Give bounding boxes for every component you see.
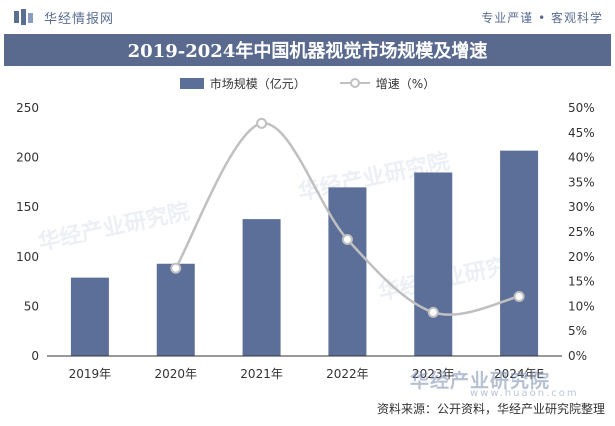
x-tick-label: 2023年 <box>412 367 455 381</box>
legend-item-growth: 增速（%） <box>339 75 436 92</box>
chart-legend: 市场规模（亿元） 增速（%） <box>0 74 615 92</box>
x-tick-label: 2024年E <box>494 367 544 381</box>
bar <box>500 150 539 356</box>
bar <box>328 187 367 356</box>
x-tick-label: 2022年 <box>326 367 369 381</box>
y-left-tick-label: 250 <box>16 101 39 115</box>
bar <box>156 263 195 356</box>
watermark-url: www.huaon.com <box>470 388 579 399</box>
y-right-tick-label: 50% <box>568 101 595 115</box>
brand-header: 华经情报网 专业严谨 • 客观科学 <box>0 0 615 34</box>
y-left-tick-label: 100 <box>16 250 39 264</box>
bar <box>414 172 453 356</box>
legend-item-market-size: 市场规模（亿元） <box>179 75 306 92</box>
source-note: 资料来源：公开资料，华经产业研究院整理 <box>376 402 605 416</box>
legend-bar-swatch <box>179 77 204 89</box>
bar <box>242 219 281 356</box>
y-left-tick-label: 50 <box>24 299 39 313</box>
y-right-tick-label: 20% <box>568 250 595 264</box>
chart-title: 2019-2024年中国机器视觉市场规模及增速 <box>4 34 611 66</box>
y-left-tick-label: 150 <box>16 200 39 214</box>
growth-point <box>427 306 439 318</box>
legend-label-market-size: 市场规模（亿元） <box>209 76 306 91</box>
watermark-text: 华经产业研究院 <box>410 370 551 392</box>
y-left-tick-label: 0 <box>31 349 39 363</box>
y-right-tick-label: 40% <box>568 151 595 165</box>
y-right-tick-label: 35% <box>568 175 595 189</box>
y-right-tick-label: 45% <box>568 126 595 140</box>
y-right-tick-label: 25% <box>568 225 595 239</box>
legend-label-growth: 增速（%） <box>375 76 436 91</box>
growth-point <box>256 117 268 129</box>
bar <box>70 277 109 356</box>
brand-name: 华经情报网 <box>44 11 115 27</box>
growth-point <box>341 233 353 245</box>
y-right-tick-label: 5% <box>568 324 587 338</box>
y-right-tick-label: 10% <box>568 299 595 313</box>
growth-point <box>513 290 525 302</box>
y-left-tick-label: 200 <box>16 151 39 165</box>
y-right-tick-label: 30% <box>568 200 595 214</box>
x-tick-label: 2019年 <box>69 367 112 381</box>
growth-point <box>170 262 182 274</box>
brand-slogan: 专业严谨 • 客观科学 <box>481 10 603 25</box>
watermark-text: 华经产业研究院 <box>36 198 192 255</box>
x-tick-label: 2020年 <box>154 367 197 381</box>
y-right-tick-label: 0% <box>568 349 587 363</box>
brand: 华经情报网 <box>14 8 114 27</box>
legend-line-swatch <box>339 78 370 88</box>
y-right-tick-label: 15% <box>568 275 595 289</box>
growth-line <box>174 122 520 316</box>
x-tick-label: 2021年 <box>240 367 283 381</box>
brand-logo-icon <box>14 9 33 25</box>
